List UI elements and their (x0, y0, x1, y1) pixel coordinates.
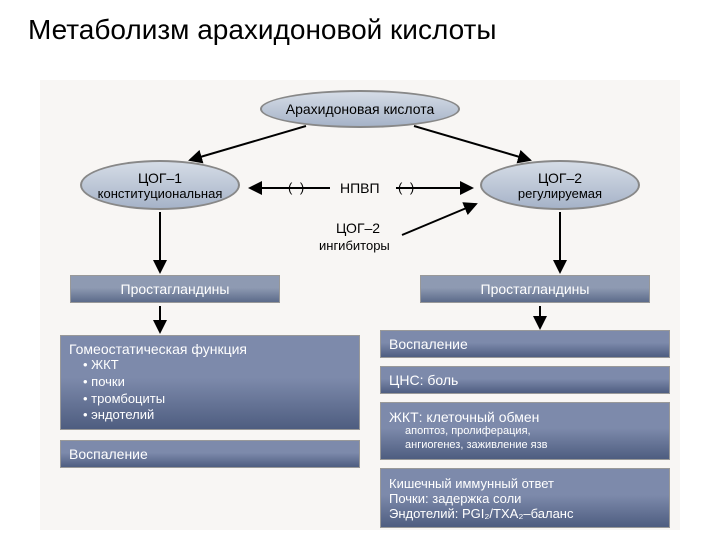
node-sublabel: регулируемая (518, 186, 602, 201)
list-item: • почки (83, 374, 351, 391)
list-item: • ЖКТ (83, 357, 351, 374)
page-title: Метаболизм арахидоновой кислоты (28, 14, 497, 46)
node-sublabel: конституциональная (98, 186, 223, 201)
node-label: ЦОГ–2 (538, 170, 582, 186)
band-line: Кишечный иммунный ответ (389, 476, 661, 491)
label-nsaid: НПВП (340, 180, 380, 196)
band-label: Простагландины (481, 281, 590, 297)
band-inflammation-left: Воспаление (60, 440, 360, 468)
band-cns-pain: ЦНС: боль (380, 366, 670, 394)
band-label: Простагландины (121, 281, 230, 297)
node-cox1: ЦОГ–1 конституциональная (80, 160, 240, 210)
node-label: Арахидоновая кислота (286, 101, 435, 117)
band-prostaglandins-left: Простагландины (70, 275, 280, 303)
list-item: • эндотелий (83, 407, 351, 424)
band-gkt: ЖКТ: клеточный обмен апоптоз, пролиферац… (380, 402, 670, 460)
band-prostaglandins-right: Простагландины (420, 275, 650, 303)
label-minus-right: (−) (398, 180, 414, 195)
band-line: Эндотелий: PGI₂/TXA₂–баланс (389, 506, 661, 521)
band-bottom: Кишечный иммунный ответ Почки: задержка … (380, 468, 670, 528)
band-subline: ангиогенез, заживление язв (389, 439, 661, 453)
list-item: • тромбоциты (83, 391, 351, 408)
node-arachidonic-acid: Арахидоновая кислота (260, 90, 460, 128)
band-inflammation-right: Воспаление (380, 330, 670, 358)
band-homeostatic: Гомеостатическая функция • ЖКТ • почки •… (60, 335, 360, 430)
node-label: ЦОГ–1 (138, 170, 182, 186)
band-label: Гомеостатическая функция (69, 341, 351, 357)
label-cox2-inhibitors-2: ингибиторы (319, 238, 390, 253)
band-label: ЖКТ: клеточный обмен (389, 409, 661, 425)
band-label: Воспаление (389, 336, 661, 352)
label-minus-left: (−) (288, 180, 304, 195)
band-label: ЦНС: боль (389, 372, 661, 388)
label-cox2-inhibitors-1: ЦОГ–2 (336, 220, 380, 236)
band-subline: апоптоз, пролиферация, (389, 425, 661, 439)
band-label: Воспаление (69, 446, 351, 462)
band-line: Почки: задержка соли (389, 491, 661, 506)
node-cox2: ЦОГ–2 регулируемая (480, 160, 640, 210)
